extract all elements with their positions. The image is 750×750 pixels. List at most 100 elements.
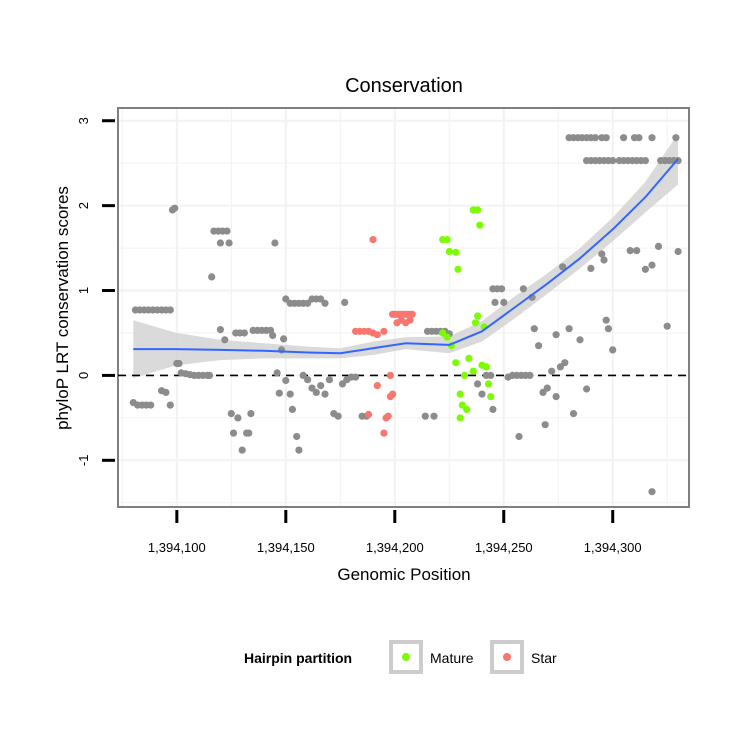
point-other xyxy=(602,316,610,324)
point-other xyxy=(598,250,606,258)
point-other xyxy=(238,446,246,454)
x-axis: 1,394,100 1,394,150 1,394,200 1,394,250 1,39… xyxy=(148,510,642,555)
plot-panel xyxy=(117,107,690,508)
y-tick-label: 3 xyxy=(76,117,91,124)
point-other xyxy=(552,393,560,401)
point-mature xyxy=(482,363,490,371)
point-other xyxy=(234,414,242,422)
point-mature xyxy=(474,312,482,320)
point-other xyxy=(487,371,495,379)
point-star xyxy=(380,429,388,437)
point-mature xyxy=(476,221,484,229)
point-other xyxy=(205,371,214,379)
point-other xyxy=(543,384,551,392)
legend-key-star xyxy=(490,640,524,674)
point-other xyxy=(583,385,591,393)
point-other xyxy=(602,134,610,142)
legend-label-star: Star xyxy=(531,650,557,666)
point-mature xyxy=(445,247,453,256)
point-other xyxy=(271,239,279,247)
point-other xyxy=(166,306,174,314)
point-other xyxy=(229,429,238,437)
point-other xyxy=(216,239,224,247)
point-mature xyxy=(460,371,469,379)
x-tick-label: 1,394,250 xyxy=(475,540,533,555)
point-other xyxy=(561,359,569,367)
point-other xyxy=(548,367,556,375)
point-other xyxy=(559,263,567,271)
point-other xyxy=(227,410,235,418)
point-other xyxy=(280,335,288,343)
confidence-band xyxy=(133,133,679,378)
point-other xyxy=(587,264,595,272)
point-other xyxy=(175,359,183,368)
point-other xyxy=(321,299,329,307)
point-mature xyxy=(443,236,451,244)
point-mature xyxy=(456,390,464,398)
grid-lines xyxy=(119,109,688,506)
point-other xyxy=(489,405,497,413)
point-other xyxy=(317,382,325,390)
point-other xyxy=(299,371,307,379)
point-other xyxy=(635,134,643,142)
point-other xyxy=(674,247,682,256)
point-other xyxy=(304,376,312,384)
point-other xyxy=(421,412,429,420)
smooth-line-layer xyxy=(133,158,679,355)
point-other xyxy=(162,388,170,396)
point-other xyxy=(498,285,506,293)
point-other xyxy=(491,298,499,306)
point-other xyxy=(269,331,277,340)
point-mature xyxy=(454,265,462,273)
point-star xyxy=(406,316,414,324)
point-other xyxy=(282,376,290,385)
y-axis-label: phyloP LRT conservation scores xyxy=(53,186,72,430)
point-mature xyxy=(458,401,466,409)
point-other xyxy=(240,329,248,337)
point-mature xyxy=(456,414,464,422)
point-other xyxy=(576,336,584,344)
point-other xyxy=(312,388,320,396)
point-other xyxy=(654,242,663,250)
point-star xyxy=(373,331,381,339)
point-mature xyxy=(452,248,460,256)
point-other xyxy=(565,325,573,333)
point-other xyxy=(641,157,650,165)
point-other xyxy=(600,256,608,264)
point-other xyxy=(620,134,628,142)
point-mature xyxy=(469,367,477,375)
y-tick-label: 1 xyxy=(76,287,91,294)
point-other xyxy=(223,227,231,235)
point-other xyxy=(648,134,656,142)
point-mature xyxy=(443,333,451,341)
point-other xyxy=(208,273,216,281)
point-other xyxy=(641,265,650,273)
point-other xyxy=(295,446,303,454)
point-other xyxy=(282,295,290,303)
point-other xyxy=(663,322,671,330)
smooth-line xyxy=(133,158,679,355)
point-other xyxy=(147,401,155,409)
point-other xyxy=(275,389,283,397)
point-other xyxy=(526,371,534,379)
point-star xyxy=(384,412,392,420)
point-mature xyxy=(474,206,482,214)
y-axis: -1 0 1 2 3 xyxy=(76,117,115,466)
point-mature xyxy=(452,359,460,367)
legend-entry-mature: Mature xyxy=(389,640,474,674)
point-mature xyxy=(471,319,479,327)
x-tick-label: 1,394,200 xyxy=(366,540,424,555)
x-tick-label: 1,394,100 xyxy=(148,540,206,555)
point-other xyxy=(500,298,508,306)
point-mature xyxy=(463,405,471,413)
confidence-band-layer xyxy=(133,133,679,378)
points-layer xyxy=(129,134,682,496)
point-other xyxy=(609,346,617,354)
point-other xyxy=(247,410,255,418)
legend-title: Hairpin partition xyxy=(244,650,352,666)
point-mature xyxy=(487,393,495,401)
legend-entry-star: Star xyxy=(490,640,557,674)
legend-label-mature: Mature xyxy=(430,650,474,666)
point-other xyxy=(569,410,578,418)
